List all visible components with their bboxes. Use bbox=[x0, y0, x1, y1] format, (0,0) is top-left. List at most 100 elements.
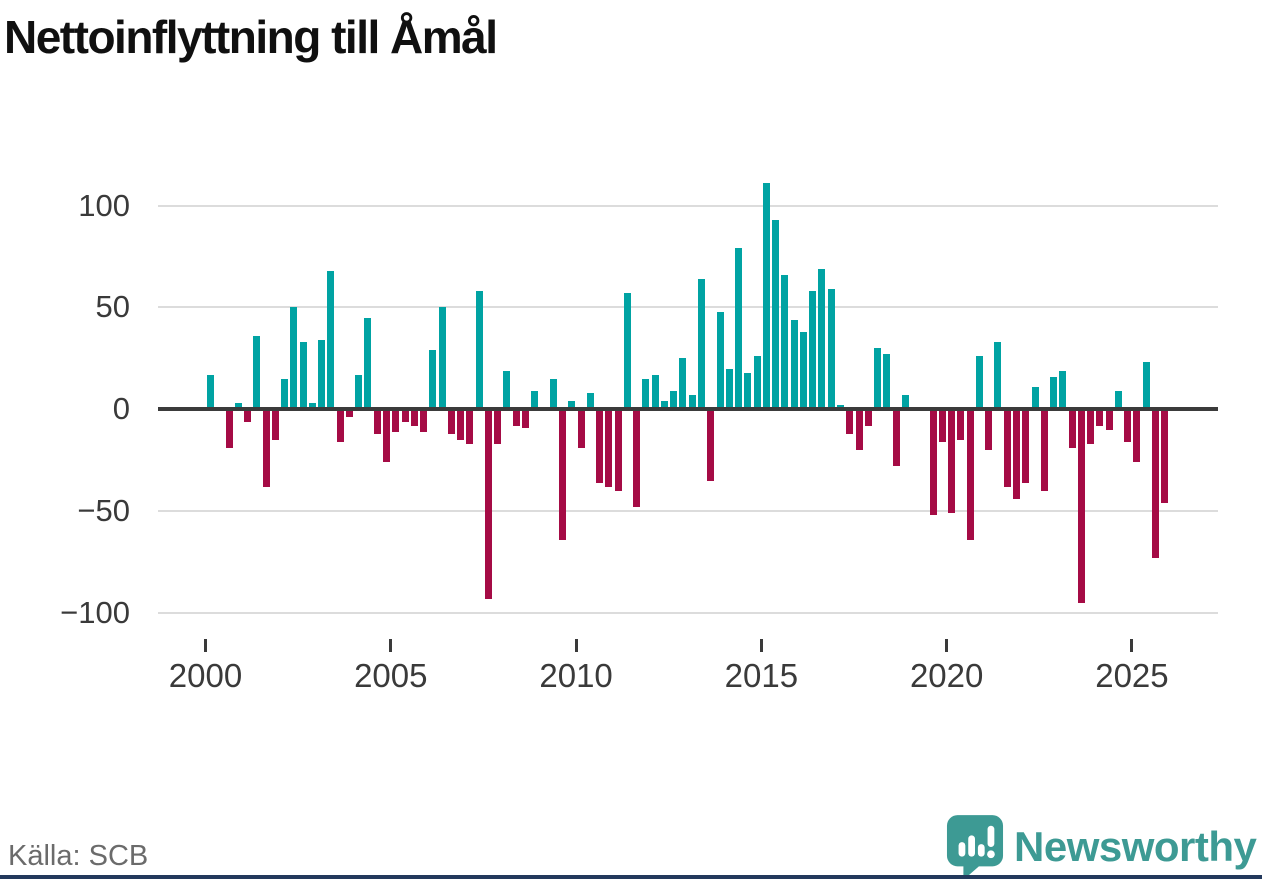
y-axis-label--50: −50 bbox=[77, 493, 130, 529]
bar-2017Q4 bbox=[864, 409, 872, 426]
x-axis-label-2015: 2015 bbox=[724, 657, 799, 694]
bar-2020Q2 bbox=[957, 409, 965, 440]
bar-2023Q2 bbox=[1068, 409, 1076, 448]
bar-2017Q2 bbox=[846, 409, 854, 434]
bar-2025Q2 bbox=[1142, 362, 1150, 410]
bar-2024Q3 bbox=[1114, 390, 1122, 410]
bar-2002Q4 bbox=[308, 403, 316, 410]
y-axis-label-50: 50 bbox=[95, 289, 130, 325]
bar-2000Q4 bbox=[234, 403, 242, 410]
bar-2016Q3 bbox=[818, 268, 826, 410]
bar-2012Q4 bbox=[679, 358, 687, 410]
bar-2002Q2 bbox=[290, 307, 298, 410]
x-axis-label-2010: 2010 bbox=[539, 657, 613, 694]
gridline-y-100 bbox=[158, 204, 1218, 207]
source-note: Källa: SCB bbox=[8, 840, 149, 872]
bar-2017Q3 bbox=[855, 409, 863, 451]
bar-2019Q3 bbox=[929, 409, 937, 516]
bar-2008Q3 bbox=[521, 409, 529, 428]
bar-2006Q2 bbox=[438, 307, 446, 410]
bar-2010Q3 bbox=[596, 409, 604, 483]
bar-2003Q3 bbox=[336, 409, 344, 442]
bar-2004Q2 bbox=[364, 317, 372, 410]
gridline-y--100 bbox=[158, 612, 1218, 614]
bar-2025Q4 bbox=[1161, 409, 1169, 503]
bar-2010Q4 bbox=[605, 409, 613, 487]
bar-2022Q1 bbox=[1022, 409, 1030, 483]
bar-2009Q4 bbox=[568, 401, 576, 410]
bar-2009Q3 bbox=[559, 409, 567, 540]
bar-2007Q1 bbox=[466, 409, 474, 444]
bar-2009Q2 bbox=[549, 378, 557, 410]
bar-2010Q1 bbox=[577, 409, 585, 448]
bar-2013Q4 bbox=[716, 311, 724, 410]
bar-2007Q2 bbox=[475, 291, 483, 410]
x-axis-tick-2010 bbox=[574, 639, 578, 652]
newsworthy-icon bbox=[946, 815, 1004, 879]
bar-2015Q1 bbox=[762, 183, 770, 410]
footer-accent-bar bbox=[0, 875, 1262, 879]
bar-2024Q2 bbox=[1105, 409, 1113, 430]
bar-2021Q4 bbox=[1013, 409, 1020, 499]
bar-2011Q4 bbox=[642, 378, 650, 410]
x-axis-tick-2005 bbox=[389, 639, 393, 652]
x-axis-tick-2000 bbox=[204, 639, 207, 652]
bar-2006Q4 bbox=[457, 409, 465, 440]
brand-wordmark: Newsworthy bbox=[1014, 823, 1257, 870]
bar-2011Q3 bbox=[633, 409, 641, 508]
bar-2020Q1 bbox=[948, 409, 956, 514]
bar-2012Q3 bbox=[670, 390, 678, 410]
bar-2013Q2 bbox=[698, 278, 706, 410]
bar-2008Q2 bbox=[512, 409, 520, 426]
bar-2008Q4 bbox=[531, 390, 539, 410]
bar-2016Q4 bbox=[827, 289, 835, 410]
bar-2014Q4 bbox=[753, 356, 761, 410]
bar-2015Q2 bbox=[772, 219, 780, 410]
y-axis-label-0: 0 bbox=[112, 391, 130, 427]
bar-2002Q1 bbox=[281, 378, 289, 410]
bar-2011Q1 bbox=[614, 409, 622, 491]
bar-2001Q2 bbox=[253, 335, 261, 410]
y-axis-label--100: −100 bbox=[60, 595, 130, 630]
bar-2020Q4 bbox=[975, 356, 983, 410]
bar-2004Q3 bbox=[373, 409, 381, 434]
bar-2007Q3 bbox=[484, 409, 492, 599]
bar-2015Q4 bbox=[790, 319, 798, 410]
bar-2002Q3 bbox=[299, 342, 307, 410]
bar-2018Q1 bbox=[874, 348, 882, 410]
bar-2007Q4 bbox=[494, 409, 502, 444]
x-axis-label-2000: 2000 bbox=[168, 657, 243, 694]
bar-2022Q3 bbox=[1040, 409, 1048, 491]
bar-2021Q3 bbox=[1003, 409, 1011, 487]
bar-2017Q1 bbox=[836, 405, 844, 410]
bar-2012Q1 bbox=[651, 374, 659, 410]
zero-line bbox=[158, 407, 1218, 412]
bar-2021Q2 bbox=[994, 342, 1002, 410]
bar-2020Q3 bbox=[966, 409, 974, 540]
bar-2001Q1 bbox=[244, 409, 252, 422]
bar-2024Q1 bbox=[1096, 409, 1104, 426]
bar-2001Q4 bbox=[271, 409, 279, 440]
bar-2006Q3 bbox=[447, 409, 455, 434]
bar-2005Q1 bbox=[392, 409, 400, 432]
bar-2012Q2 bbox=[660, 401, 668, 410]
bar-2000Q1 bbox=[207, 374, 214, 410]
bar-2005Q2 bbox=[401, 409, 409, 422]
brand-logo: Newsworthy bbox=[946, 814, 1257, 879]
bar-2016Q1 bbox=[799, 331, 807, 410]
bar-2023Q1 bbox=[1059, 370, 1067, 410]
x-axis-tick-2015 bbox=[759, 639, 763, 652]
bar-2018Q4 bbox=[901, 395, 909, 410]
x-axis-label-2005: 2005 bbox=[354, 657, 428, 694]
gridline-y-50 bbox=[158, 306, 1218, 309]
bar-2004Q4 bbox=[383, 409, 391, 463]
bar-2025Q3 bbox=[1151, 409, 1159, 558]
bar-2010Q2 bbox=[586, 393, 594, 410]
bar-2006Q1 bbox=[429, 350, 437, 410]
x-axis-label-2025: 2025 bbox=[1095, 657, 1169, 694]
bar-2018Q2 bbox=[883, 354, 891, 410]
x-axis-tick-2025 bbox=[1130, 639, 1134, 652]
bar-2016Q2 bbox=[809, 291, 817, 410]
bar-2019Q4 bbox=[938, 409, 946, 442]
